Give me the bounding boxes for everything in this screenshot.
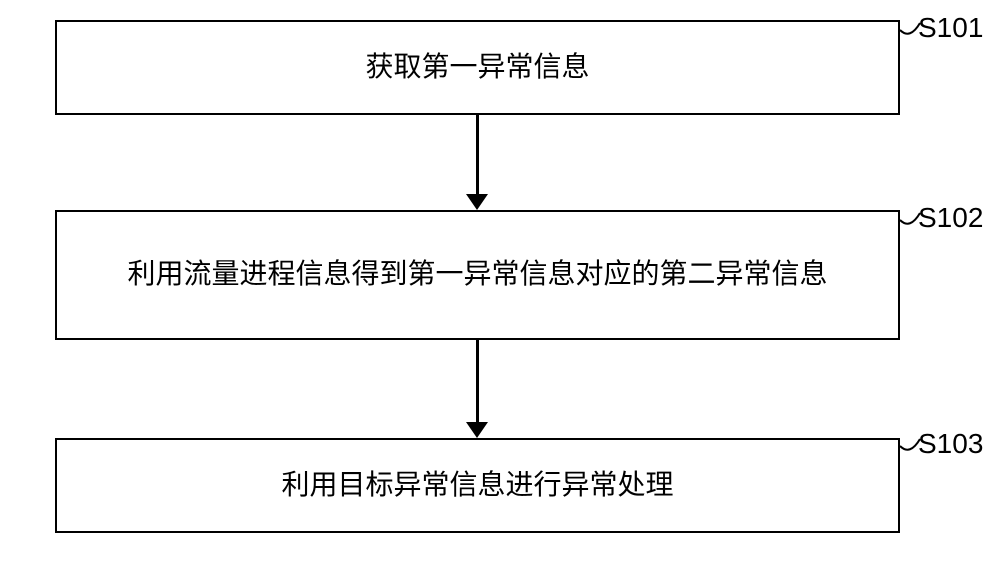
flowchart-node-3: 利用目标异常信息进行异常处理 xyxy=(55,438,900,533)
flowchart-node-1: 获取第一异常信息 xyxy=(55,20,900,115)
node-2-text: 利用流量进程信息得到第一异常信息对应的第二异常信息 xyxy=(107,255,847,294)
flowchart-node-2: 利用流量进程信息得到第一异常信息对应的第二异常信息 xyxy=(55,210,900,340)
curve-connector-1 xyxy=(895,15,925,45)
arrow-2-head xyxy=(466,422,488,438)
node-3-text: 利用目标异常信息进行异常处理 xyxy=(261,466,693,505)
curve-connector-3 xyxy=(895,431,925,461)
curve-connector-2 xyxy=(895,205,925,235)
arrow-1-line xyxy=(476,115,479,194)
step-label-3: S103 xyxy=(918,428,983,460)
step-label-2: S102 xyxy=(918,202,983,234)
step-label-1: S101 xyxy=(918,12,983,44)
arrow-1-head xyxy=(466,194,488,210)
arrow-2-line xyxy=(476,340,479,422)
node-1-text: 获取第一异常信息 xyxy=(345,48,609,87)
flowchart-container: 获取第一异常信息 利用流量进程信息得到第一异常信息对应的第二异常信息 利用目标异… xyxy=(0,0,1000,573)
